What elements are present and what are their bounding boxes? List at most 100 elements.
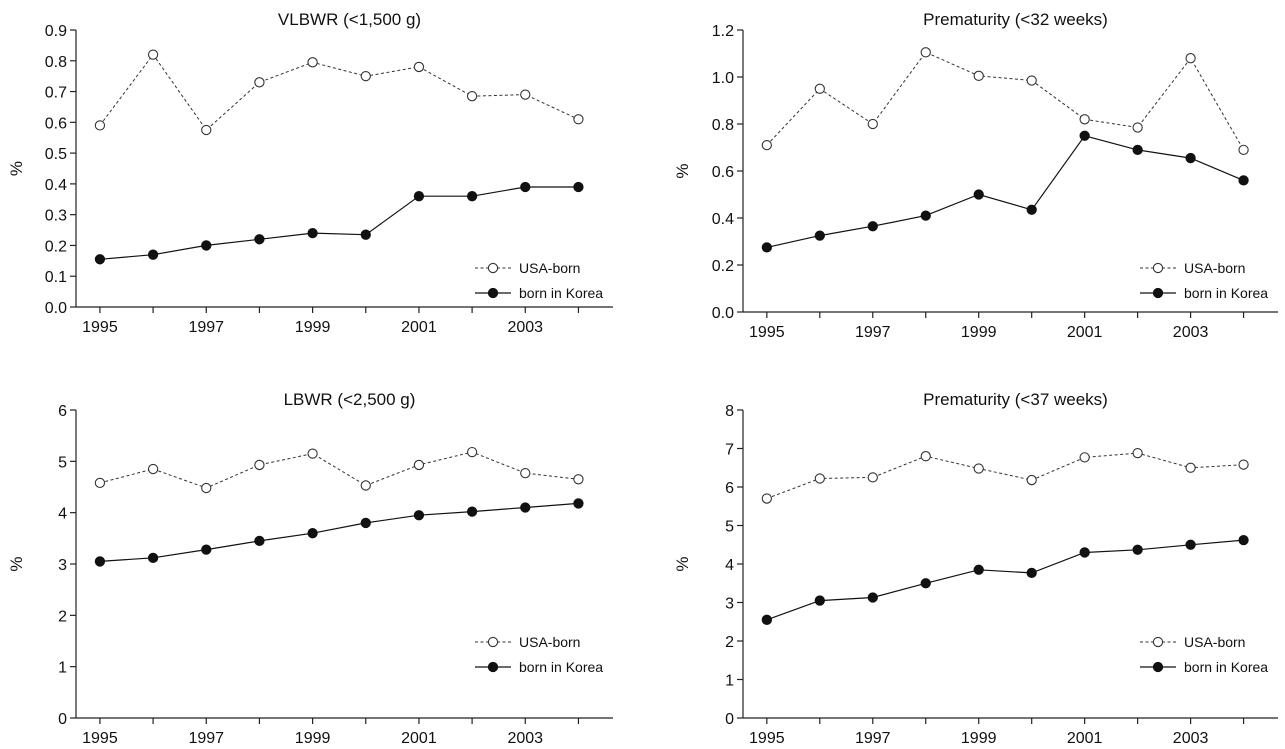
chart-1-series-1-point — [360, 71, 371, 82]
chart-4-series-1-point — [814, 473, 825, 484]
chart-4-series-2-point — [1132, 544, 1143, 555]
chart-4-y-tick-label: 8 — [725, 403, 734, 420]
chart-3-y-tick-label: 1 — [58, 660, 67, 677]
chart-4-y-tick-label: 2 — [725, 634, 734, 651]
chart-1-y-tick-label: 0.6 — [45, 115, 67, 132]
chart-3-series-2-point — [94, 556, 106, 567]
chart-1-series-2-point — [254, 234, 265, 245]
chart-3-series-2-point — [573, 498, 584, 509]
chart-4-x-tick-label: 1997 — [855, 730, 891, 747]
chart-1-x-tick-label: 1995 — [82, 319, 118, 336]
chart-2-series-1-point — [973, 70, 984, 81]
chart-3-series-1-point — [147, 463, 159, 475]
chart-3-legend-1-marker — [487, 636, 499, 648]
chart-3-series-2-line — [99, 502, 579, 562]
chart-2-y-tick-label: 0.2 — [712, 258, 734, 275]
chart-1-series-1-point — [307, 57, 318, 68]
chart-3-series-1-line — [99, 451, 579, 489]
chart-3-series-2-point — [147, 552, 159, 563]
chart-4-y-tick-label: 7 — [725, 442, 734, 459]
chart-2-series-2-point — [761, 242, 772, 253]
chart-1-series-2-point — [573, 181, 584, 193]
chart-3-y-tick-label: 0 — [58, 711, 67, 728]
chart-4-series-2-point — [1026, 567, 1037, 579]
chart-2-y-axis-label: % — [673, 163, 692, 178]
chart-2-series-1-point — [920, 47, 931, 58]
chart-3-legend-2-marker — [487, 661, 499, 673]
chart-1-series-1-point — [466, 91, 478, 102]
chart-2-x-tick-label: 1997 — [855, 324, 891, 341]
chart-1-x-tick-label: 1997 — [188, 319, 224, 336]
chart-2-x-tick-label: 2003 — [1173, 324, 1209, 341]
chart-1-series-1-line — [99, 53, 579, 131]
chart-1-y-tick-label: 0.0 — [45, 300, 67, 317]
chart-2-series-1-point — [814, 83, 825, 94]
chart-1-legend-2-marker — [487, 287, 499, 299]
chart-3-series-1-point — [201, 482, 212, 494]
chart-3-series-1-point — [573, 474, 584, 485]
chart-4-legend-1-label: USA-born — [1184, 634, 1245, 650]
chart-1-series-1-point — [94, 120, 106, 131]
chart-1-series-2-point — [413, 191, 425, 202]
chart-3-series-1-point — [254, 459, 265, 471]
chart-4-series-2-point — [1079, 547, 1090, 558]
chart-3-legend-1-label: USA-born — [519, 634, 580, 650]
chart-3-series-2-point — [254, 535, 265, 547]
chart-2-title: Prematurity (<32 weeks) — [923, 10, 1108, 29]
chart-1-series-2-point — [520, 181, 531, 193]
chart-4-x-tick-label: 1999 — [961, 730, 997, 747]
chart-4-series-1-point — [761, 493, 772, 504]
chart-2-series-1-line — [766, 51, 1245, 151]
chart-1-series-2-point — [147, 249, 159, 260]
chart-4-series-1-point — [1238, 459, 1249, 470]
chart-3-y-tick-label: 3 — [58, 557, 67, 574]
chart-2-legend-2-marker — [1152, 287, 1164, 299]
chart-2-y-tick-label: 1.2 — [712, 23, 734, 40]
chart-1-y-tick-label: 0.2 — [45, 238, 67, 255]
chart-4-y-tick-label: 5 — [725, 519, 734, 536]
chart-1-y-tick-label: 0.8 — [45, 54, 67, 71]
chart-3-x-tick-label: 1995 — [82, 730, 118, 747]
chart-4-series-1-point — [1079, 452, 1090, 463]
chart-4-series-2-point — [973, 564, 984, 575]
chart-4-series-2-point — [1185, 539, 1196, 550]
chart-1-series-1-point — [147, 49, 159, 60]
chart-2-x-tick-label: 2001 — [1067, 324, 1103, 341]
chart-1-legend-2-label: born in Korea — [519, 285, 603, 301]
chart-4-series-2-line — [766, 539, 1244, 621]
chart-1-series-1-point — [413, 61, 425, 73]
chart-3-series-1-point — [413, 459, 425, 471]
chart-4-y-tick-label: 6 — [725, 480, 734, 497]
chart-2-series-2-point — [1185, 152, 1196, 164]
chart-3-x-tick-label: 1997 — [188, 730, 224, 747]
chart-3-title: LBWR (<2,500 g) — [284, 390, 416, 409]
chart-2-legend-1-marker — [1152, 262, 1164, 274]
chart-4-y-tick-label: 1 — [725, 673, 734, 690]
chart-4-legend-2-marker — [1152, 661, 1164, 673]
chart-3-series-2-point — [466, 506, 478, 517]
chart-4-series-1-point — [867, 472, 878, 483]
chart-4-x-tick-label: 2003 — [1173, 730, 1209, 747]
chart-1-title: VLBWR (<1,500 g) — [278, 10, 421, 29]
chart-2-legend-1-label: USA-born — [1184, 260, 1245, 276]
chart-4-series-1-line — [766, 452, 1244, 499]
chart-2-y-tick-label: 0.0 — [712, 305, 734, 322]
chart-3-series-2-point — [360, 517, 371, 529]
chart-3-series-1-point — [94, 477, 106, 489]
chart-4-title: Prematurity (<37 weeks) — [923, 390, 1108, 409]
chart-4-series-2-point — [761, 614, 772, 625]
chart-3-y-tick-label: 2 — [58, 608, 67, 625]
chart-1-series-2-line — [99, 186, 579, 260]
chart-2-series-1-point — [1185, 53, 1196, 64]
chart-2-series-1-point — [1079, 114, 1090, 125]
chart-1-series-2-point — [307, 227, 318, 239]
chart-4-series-1-point — [1185, 462, 1196, 473]
chart-4-series-1-point — [1132, 447, 1143, 459]
chart-2-y-tick-label: 0.4 — [712, 211, 734, 228]
chart-1-series-1-point — [201, 124, 212, 136]
chart-1-series-1-point — [573, 114, 584, 125]
chart-3-x-tick-label: 2003 — [507, 730, 543, 747]
chart-1-y-tick-label: 0.4 — [45, 177, 67, 194]
chart-4-series-2-point — [1238, 534, 1249, 546]
chart-3-x-tick-label: 2001 — [401, 730, 437, 747]
